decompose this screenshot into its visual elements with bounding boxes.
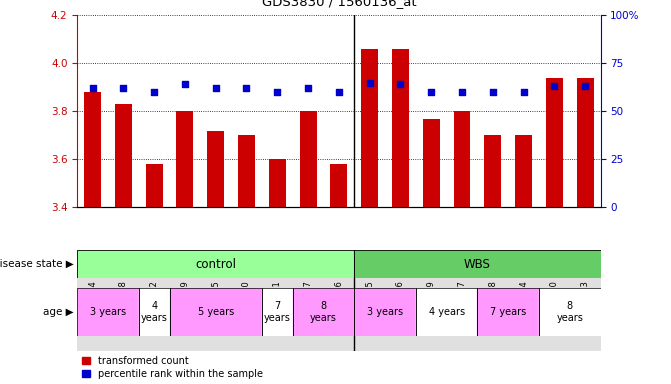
Text: 4 years: 4 years — [429, 307, 465, 317]
Bar — [361, 49, 378, 207]
Point — [118, 85, 129, 91]
Point — [272, 89, 282, 95]
Point — [518, 89, 529, 95]
Text: GSM418760: GSM418760 — [550, 280, 559, 331]
Text: 3 years: 3 years — [90, 307, 126, 317]
Bar — [354, 288, 416, 336]
Text: GSM418744: GSM418744 — [88, 280, 97, 331]
Legend: transformed count, percentile rank within the sample: transformed count, percentile rank withi… — [82, 356, 262, 379]
Bar — [330, 164, 348, 207]
Bar — [539, 288, 601, 336]
Bar — [77, 250, 354, 278]
Text: GSM418752: GSM418752 — [150, 280, 158, 331]
Bar — [115, 104, 132, 207]
Point — [426, 89, 437, 95]
Text: GSM418751: GSM418751 — [273, 280, 282, 331]
Bar — [484, 136, 501, 207]
Text: GSM418759: GSM418759 — [427, 280, 435, 331]
Bar — [299, 111, 317, 207]
Text: GSM418748: GSM418748 — [119, 280, 128, 331]
Text: 7 years: 7 years — [490, 307, 526, 317]
Bar — [392, 49, 409, 207]
Text: 8
years: 8 years — [310, 301, 337, 323]
Bar — [207, 131, 224, 207]
Point — [241, 85, 252, 91]
Text: GDS3830 / 1560136_at: GDS3830 / 1560136_at — [262, 0, 416, 8]
Point — [549, 83, 560, 89]
Text: 5 years: 5 years — [197, 307, 234, 317]
Point — [303, 85, 313, 91]
Text: GSM418755: GSM418755 — [365, 280, 374, 331]
Text: GSM418745: GSM418745 — [211, 280, 220, 331]
Bar — [170, 288, 262, 336]
Bar — [77, 288, 139, 336]
Text: GSM418749: GSM418749 — [180, 280, 189, 331]
Text: GSM418757: GSM418757 — [458, 280, 466, 331]
Bar — [515, 136, 532, 207]
Bar — [423, 119, 440, 207]
Text: GSM418754: GSM418754 — [519, 280, 528, 331]
Point — [364, 79, 375, 86]
Point — [180, 81, 191, 88]
Bar — [477, 288, 539, 336]
Text: 7
years: 7 years — [264, 301, 291, 323]
Text: GSM418746: GSM418746 — [334, 280, 344, 331]
Text: 3 years: 3 years — [367, 307, 403, 317]
Text: GSM418753: GSM418753 — [580, 280, 590, 331]
Bar — [176, 111, 193, 207]
Text: 8
years: 8 years — [556, 301, 583, 323]
Point — [149, 89, 160, 95]
Point — [487, 89, 498, 95]
Bar — [354, 250, 601, 278]
Point — [457, 89, 468, 95]
Bar — [262, 288, 293, 336]
Text: disease state ▶: disease state ▶ — [0, 259, 74, 269]
Text: GSM418756: GSM418756 — [396, 280, 405, 331]
Bar — [576, 78, 594, 207]
Point — [87, 85, 98, 91]
Bar — [269, 159, 286, 207]
Text: WBS: WBS — [464, 258, 491, 270]
Text: age ▶: age ▶ — [43, 307, 74, 317]
Bar — [84, 92, 101, 207]
Bar — [416, 288, 477, 336]
Bar — [146, 164, 162, 207]
Text: GSM418747: GSM418747 — [303, 280, 313, 331]
Point — [395, 81, 406, 88]
Point — [333, 89, 344, 95]
Text: GSM418750: GSM418750 — [242, 280, 251, 331]
Bar — [293, 288, 354, 336]
Point — [580, 83, 590, 89]
Point — [210, 85, 221, 91]
Bar — [546, 78, 563, 207]
Bar — [139, 288, 170, 336]
Text: control: control — [195, 258, 236, 270]
Text: GSM418758: GSM418758 — [488, 280, 497, 331]
Bar — [238, 136, 255, 207]
Bar — [454, 111, 470, 207]
Text: 4
years: 4 years — [141, 301, 168, 323]
